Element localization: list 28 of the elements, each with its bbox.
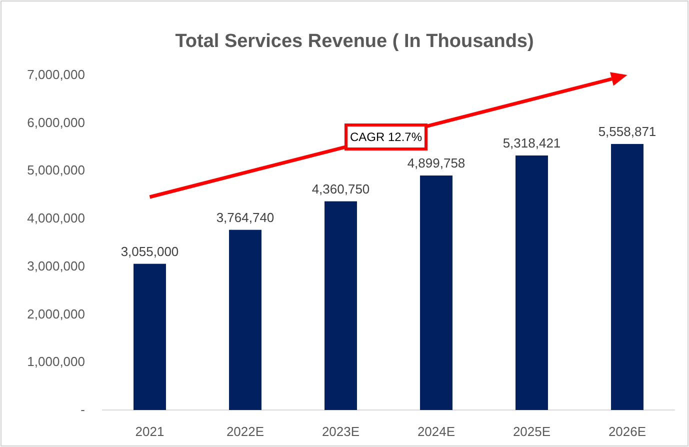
y-tick-label: 2,000,000 (27, 306, 85, 322)
y-tick-label: 4,000,000 (27, 210, 85, 226)
y-tick-label: - (80, 402, 85, 417)
data-label: 4,899,758 (407, 156, 466, 171)
data-label: 3,055,000 (120, 244, 179, 259)
y-tick-label: 7,000,000 (27, 67, 85, 82)
chart-title: Total Services Revenue ( In Thousands) (175, 31, 534, 52)
data-label: 3,764,740 (216, 210, 274, 225)
bar (420, 176, 452, 410)
data-label: 4,360,750 (312, 181, 370, 196)
x-tick-label: 2023E (322, 424, 360, 439)
y-tick-label: 1,000,000 (27, 354, 85, 370)
x-tick-label: 2021 (135, 424, 164, 439)
bar (324, 201, 357, 410)
bar (611, 144, 644, 410)
y-tick-label: 6,000,000 (27, 114, 85, 130)
bar (516, 155, 548, 410)
x-tick-label: 2025E (512, 424, 551, 439)
y-tick-label: 3,000,000 (27, 258, 85, 274)
annotation: CAGR 12.7% (350, 130, 422, 144)
x-tick-label: 2024E (417, 424, 456, 439)
data-label: 5,318,421 (502, 135, 561, 150)
x-tick-label: 2022E (226, 424, 264, 439)
bar (229, 230, 262, 410)
data-label: 5,558,871 (598, 124, 656, 139)
bar (134, 264, 166, 410)
x-tick-label: 2026E (608, 424, 646, 439)
y-tick-label: 5,000,000 (27, 162, 85, 178)
